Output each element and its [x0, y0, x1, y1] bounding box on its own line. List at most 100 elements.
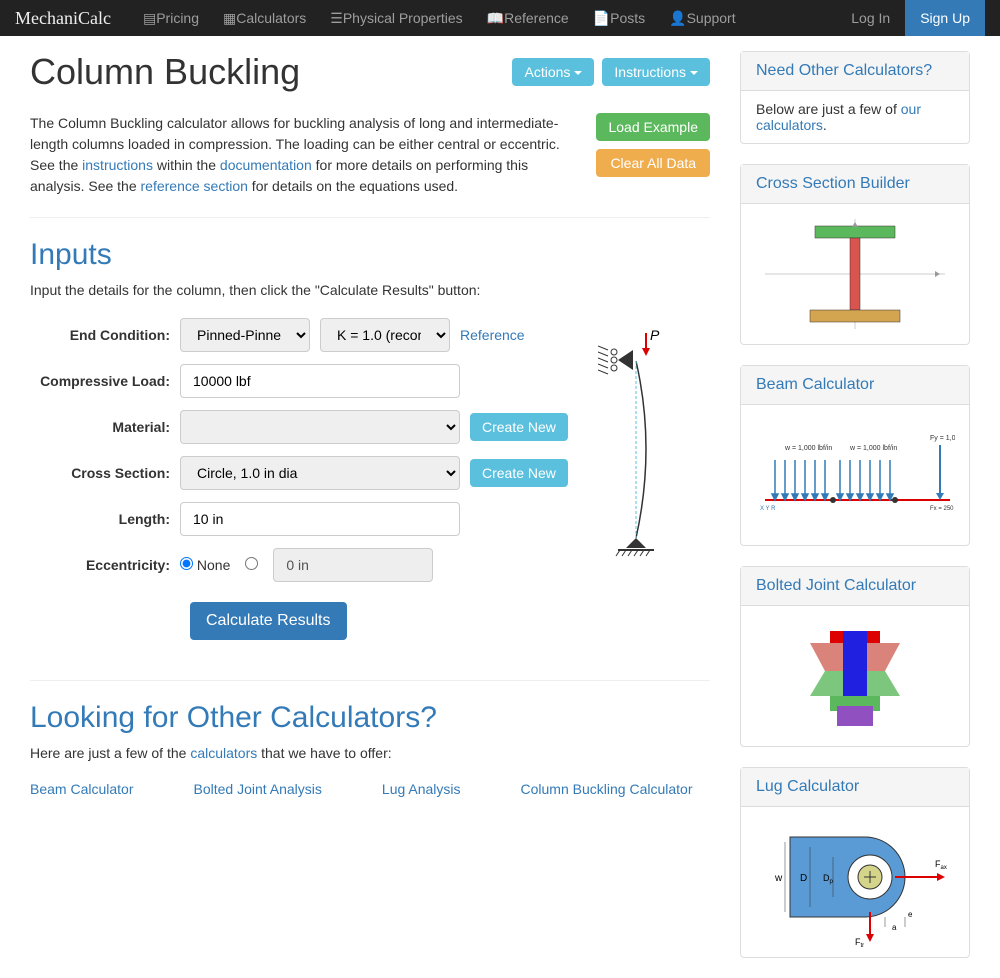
radio-label-text: None [197, 557, 230, 573]
svg-text:P: P [650, 328, 660, 343]
eccentricity-none-label[interactable]: None [180, 557, 230, 573]
form-row-eccentricity: Eccentricity: None [30, 548, 568, 582]
inputs-desc: Input the details for the column, then c… [30, 282, 710, 298]
load-example-button[interactable]: Load Example [596, 113, 710, 141]
intro-row: The Column Buckling calculator allows fo… [30, 113, 710, 218]
column-buckling-link[interactable]: Column Buckling Calculator [521, 781, 693, 797]
sidebar: Need Other Calculators? Below are just a… [740, 36, 970, 978]
documentation-link[interactable]: documentation [220, 157, 312, 173]
eccentricity-value-label[interactable] [245, 557, 258, 573]
nav-physical-properties[interactable]: ☰ Physical Properties [318, 0, 474, 36]
beam-calculator-link[interactable]: Beam Calculator [756, 376, 874, 393]
eccentricity-controls: None [180, 548, 433, 582]
svg-text:Fy = 1,000 lbf: Fy = 1,000 lbf [930, 435, 955, 442]
compressive-load-label: Compressive Load: [30, 373, 180, 389]
cross-section-select[interactable]: Circle, 1.0 in dia [180, 456, 460, 490]
beam-calc-panel[interactable]: Beam Calculator w = 1,000 lbf/in w = 1,0… [740, 365, 970, 546]
form-controls: Pinned-Pinned K = 1.0 (recommended) Refe… [180, 318, 525, 352]
panel-thumb [741, 606, 969, 746]
desc-text: . [823, 117, 827, 133]
panel-thumb: w = 1,000 lbf/in w = 1,000 lbf/in Fy = 1… [741, 405, 969, 545]
btn-label: Actions [524, 64, 570, 80]
beam-calc-link[interactable]: Beam Calculator [30, 781, 134, 797]
other-calcs-links: Beam Calculator Bolted Joint Analysis Lu… [30, 781, 710, 797]
nav-calculators[interactable]: ▦ Calculators [211, 0, 318, 36]
inputs-area: End Condition: Pinned-Pinned K = 1.0 (re… [30, 318, 710, 640]
eccentricity-none-radio[interactable] [180, 557, 193, 570]
caret-icon [574, 71, 582, 75]
need-other-title[interactable]: Need Other Calculators? [756, 62, 932, 79]
panel-thumb: w D Dp Fax Ftr a e [741, 807, 969, 957]
nav-posts[interactable]: 📄 Posts [581, 0, 657, 36]
end-condition-select[interactable]: Pinned-Pinned [180, 318, 310, 352]
brand-link[interactable]: MechaniCalc [15, 8, 111, 29]
k-value-select[interactable]: K = 1.0 (recommended) [320, 318, 450, 352]
nav-label: Posts [610, 10, 645, 26]
eccentricity-value-radio[interactable] [245, 557, 258, 570]
material-label: Material: [30, 419, 180, 435]
length-input[interactable] [180, 502, 460, 536]
header-buttons: Actions Instructions [512, 58, 710, 86]
form-controls [180, 502, 460, 536]
desc-text: Here are just a few of the [30, 745, 190, 761]
form-row-compressive-load: Compressive Load: [30, 364, 568, 398]
length-label: Length: [30, 511, 180, 527]
form-controls: Circle, 1.0 in dia Create New [180, 456, 568, 490]
cross-section-builder-link[interactable]: Cross Section Builder [756, 175, 910, 192]
signup-link[interactable]: Sign Up [905, 0, 985, 36]
panel-thumb [741, 204, 969, 344]
lug-analysis-link[interactable]: Lug Analysis [382, 781, 461, 797]
navbar-left: MechaniCalc ▤ Pricing ▦ Calculators ☰ Ph… [15, 0, 748, 36]
svg-text:e: e [908, 910, 913, 919]
reference-section-link[interactable]: reference section [141, 178, 248, 194]
end-condition-label: End Condition: [30, 327, 180, 343]
inputs-form: End Condition: Pinned-Pinned K = 1.0 (re… [30, 318, 568, 640]
need-other-panel: Need Other Calculators? Below are just a… [740, 51, 970, 144]
lug-thumb-svg: w D Dp Fax Ftr a e [755, 817, 955, 947]
actions-button[interactable]: Actions [512, 58, 594, 86]
form-controls: Create New [180, 410, 568, 444]
svg-text:w = 1,000 lbf/in: w = 1,000 lbf/in [784, 445, 832, 452]
clear-all-button[interactable]: Clear All Data [596, 149, 710, 177]
calculators-link[interactable]: calculators [190, 745, 257, 761]
create-material-button[interactable]: Create New [470, 413, 568, 441]
lug-calculator-link[interactable]: Lug Calculator [756, 778, 859, 795]
form-row-end-condition: End Condition: Pinned-Pinned K = 1.0 (re… [30, 318, 568, 352]
bolted-joint-panel[interactable]: Bolted Joint Calculator [740, 566, 970, 747]
nav-pricing[interactable]: ▤ Pricing [131, 0, 211, 36]
intro-text: The Column Buckling calculator allows fo… [30, 113, 576, 197]
svg-text:a: a [892, 923, 897, 932]
bolted-joint-thumb-svg [755, 616, 955, 736]
desc-text: that we have to offer: [257, 745, 391, 761]
navbar: MechaniCalc ▤ Pricing ▦ Calculators ☰ Ph… [0, 0, 1000, 36]
instructions-link[interactable]: instructions [82, 157, 153, 173]
panel-heading: Cross Section Builder [741, 165, 969, 204]
nav-reference[interactable]: 📖 Reference [475, 0, 581, 36]
create-cross-section-button[interactable]: Create New [470, 459, 568, 487]
svg-text:w = 1,000 lbf/in: w = 1,000 lbf/in [849, 445, 897, 452]
material-select[interactable] [180, 410, 460, 444]
nav-support[interactable]: 👤 Support [657, 0, 747, 36]
nav-label: Reference [504, 10, 569, 26]
panel-heading: Beam Calculator [741, 366, 969, 405]
eccentricity-input [273, 548, 433, 582]
calculate-button[interactable]: Calculate Results [190, 602, 347, 640]
lug-calc-panel[interactable]: Lug Calculator w D Dp Fax Ft [740, 767, 970, 958]
btn-label: Instructions [614, 64, 686, 80]
form-controls [180, 364, 460, 398]
calc-btn-row: Calculate Results [190, 602, 568, 640]
caret-icon [690, 71, 698, 75]
login-link[interactable]: Log In [836, 0, 905, 36]
nav-label: Pricing [156, 10, 199, 26]
cross-section-thumb-svg [755, 214, 955, 334]
svg-text:D: D [800, 873, 807, 884]
nav-label: Calculators [236, 10, 306, 26]
compressive-load-input[interactable] [180, 364, 460, 398]
bolted-joint-link[interactable]: Bolted Joint Calculator [756, 577, 916, 594]
cross-section-panel[interactable]: Cross Section Builder [740, 164, 970, 345]
reference-link[interactable]: Reference [460, 327, 525, 343]
instructions-button[interactable]: Instructions [602, 58, 710, 86]
buckling-diagram-svg: P [598, 328, 668, 558]
bolted-joint-link[interactable]: Bolted Joint Analysis [194, 781, 322, 797]
intro-text-2: within the [153, 157, 220, 173]
